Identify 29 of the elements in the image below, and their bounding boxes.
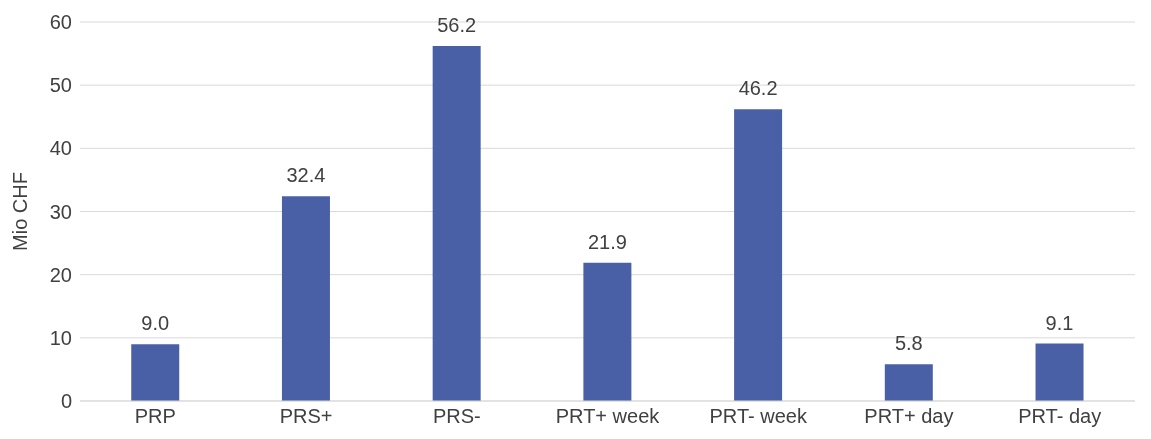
bar bbox=[1035, 343, 1084, 401]
bar bbox=[432, 46, 481, 401]
data-label: 5.8 bbox=[894, 332, 923, 355]
y-tick-label: 40 bbox=[49, 137, 72, 160]
y-tick-label: 10 bbox=[49, 326, 72, 349]
x-tick-label: PRS+ bbox=[279, 405, 333, 428]
x-tick-label: PRT+ day bbox=[864, 405, 954, 428]
x-tick-label: PRT+ week bbox=[555, 405, 661, 428]
data-label: 46.2 bbox=[738, 77, 778, 100]
data-label: 56.2 bbox=[437, 14, 477, 36]
bar bbox=[884, 364, 933, 401]
y-tick-label: 0 bbox=[60, 390, 72, 413]
x-tick-label: PRS- bbox=[432, 405, 481, 428]
x-tick-label: PRT- day bbox=[1018, 405, 1102, 428]
bar bbox=[281, 196, 330, 401]
bar bbox=[734, 109, 783, 401]
data-label: 9.1 bbox=[1045, 311, 1074, 334]
x-tick-label: PRT- week bbox=[709, 405, 808, 428]
y-axis-title: Mio CHF bbox=[9, 172, 32, 251]
x-tick-label: PRP bbox=[134, 405, 176, 428]
y-tick-label: 50 bbox=[49, 74, 72, 97]
y-tick-label: 30 bbox=[49, 200, 72, 223]
data-label: 9.0 bbox=[141, 312, 170, 335]
bar bbox=[583, 262, 632, 401]
bar bbox=[131, 344, 180, 401]
data-label: 32.4 bbox=[286, 164, 326, 187]
y-tick-label: 60 bbox=[49, 11, 72, 34]
y-tick-label: 20 bbox=[49, 263, 72, 286]
data-label: 21.9 bbox=[587, 230, 627, 253]
